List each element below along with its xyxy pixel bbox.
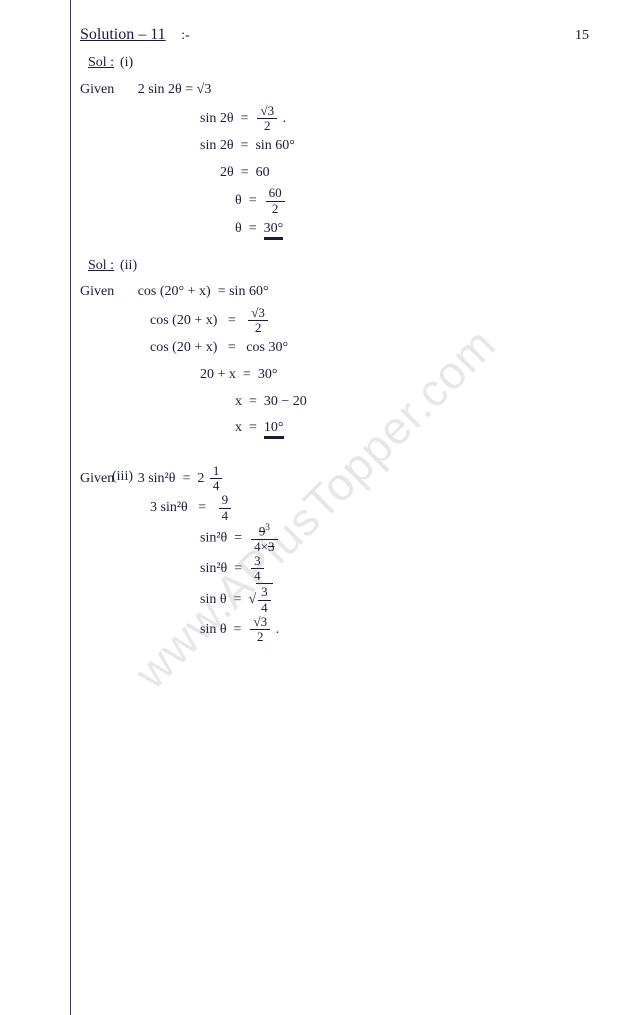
eq-iii-1-lhs: 3 sin²θ	[138, 471, 176, 486]
eq-iii-6-frac: √3 2	[250, 615, 270, 645]
eq-ii-6-rhs: 10°	[264, 420, 284, 437]
eq-i-2-lhs: sin 2θ	[200, 111, 234, 126]
eq-i-1: 2 sin 2θ = √3	[138, 82, 212, 97]
eq-iii-1: 3 sin²θ = 2 1 4	[138, 471, 225, 486]
eq-i-4-lhs: 2θ	[220, 165, 234, 180]
eq-i-3-lhs: sin 2θ	[200, 138, 234, 153]
eq-ii-1: cos (20° + x) = sin 60°	[138, 284, 269, 299]
eq-iii-5-sqrt: √ 3 4	[248, 583, 272, 615]
part-i-label: (i)	[120, 50, 133, 77]
eq-iii-5-num: 3	[258, 585, 271, 600]
eq-ii-5-rhs: 30 − 20	[264, 394, 307, 409]
eq-i-2-num: √3	[257, 104, 277, 119]
eq-iii-1-frac: 1 4	[210, 464, 223, 494]
eq-ii-6-lhs: x	[235, 420, 242, 435]
part-ii-label: (ii)	[120, 253, 137, 280]
eq-i-4: 2θ = 60	[220, 160, 599, 187]
eq-iii-2-den: 4	[219, 509, 232, 523]
part-i-sol: Sol :	[88, 55, 114, 70]
eq-ii-2-frac: √3 2	[248, 306, 268, 336]
eq-iii-3: sin²θ = 93 4×3	[200, 523, 599, 554]
given-word: Given	[80, 82, 114, 97]
solution-title-row: Solution – 11 :-	[80, 20, 599, 50]
eq-iii-3-den-a: 4	[254, 539, 261, 554]
eq-i-6: θ = 30°	[235, 216, 599, 243]
eq-ii-2: cos (20 + x) = √3 2	[150, 306, 599, 336]
solution-title: Solution – 11	[80, 26, 166, 43]
eq-i-2-den: 2	[257, 119, 277, 133]
eq-i-1-lhs: 2 sin 2θ	[138, 82, 182, 97]
eq-iii-6-lhs: sin θ	[200, 622, 227, 637]
eq-iii-4-den: 4	[251, 569, 264, 583]
eq-ii-2-num: √3	[248, 306, 268, 321]
eq-iii-3-den-b: 3	[268, 539, 275, 554]
eq-iii-1-num: 1	[210, 464, 223, 479]
eq-i-6-lhs: θ	[235, 221, 242, 236]
part-iii-given-row: (iii) Given 3 sin²θ = 2 1 4	[80, 464, 599, 494]
part-ii-header: (ii) Sol :	[80, 253, 599, 280]
part-ii-given-row: Given cos (20° + x) = sin 60°	[80, 279, 599, 306]
eq-iii-5-den: 4	[258, 601, 271, 615]
eq-ii-5-lhs: x	[235, 394, 242, 409]
eq-iii-1-whole: 2	[197, 471, 204, 486]
eq-ii-5: x = 30 − 20	[235, 389, 599, 416]
eq-i-2: sin 2θ = √3 2 .	[200, 104, 599, 134]
eq-iii-6-den: 2	[250, 630, 270, 644]
title-suffix: :-	[181, 28, 190, 43]
margin-rule	[70, 0, 71, 1015]
eq-iii-3-cancel-result: 3	[265, 522, 270, 532]
eq-iii-6: sin θ = √3 2 .	[200, 615, 599, 645]
eq-ii-6: x = 10°	[235, 415, 599, 442]
eq-ii-1-lhs: cos (20° + x)	[138, 284, 211, 299]
part-iii-label: (iii)	[112, 464, 133, 491]
eq-i-4-rhs: 60	[256, 165, 270, 180]
eq-ii-4: 20 + x = 30°	[200, 362, 599, 389]
eq-iii-4-lhs: sin²θ	[200, 561, 227, 576]
eq-iii-6-num: √3	[250, 615, 270, 630]
part-i-header: (i) Sol :	[80, 50, 599, 77]
part-i-given-row: Given 2 sin 2θ = √3	[80, 77, 599, 104]
eq-ii-4-rhs: 30°	[258, 367, 278, 382]
eq-i-5-den: 2	[266, 202, 285, 216]
eq-i-5: θ = 60 2	[235, 186, 599, 216]
eq-ii-2-den: 2	[248, 321, 268, 335]
eq-i-5-lhs: θ	[235, 193, 242, 208]
given-word-iii: Given	[80, 471, 114, 486]
eq-iii-4-frac: 3 4	[251, 554, 264, 584]
eq-i-2-frac: √3 2	[257, 104, 277, 134]
eq-iii-2-lhs: 3 sin²θ	[150, 500, 188, 515]
eq-iii-3-den: 4×3	[251, 540, 277, 554]
eq-iii-1-den: 4	[210, 479, 223, 493]
given-word-ii: Given	[80, 284, 114, 299]
eq-iii-5-frac: 3 4	[258, 585, 271, 615]
eq-ii-3-rhs: cos 30°	[246, 340, 288, 355]
eq-i-1-rhs: √3	[197, 82, 212, 97]
page-number: 15	[575, 28, 589, 44]
eq-iii-2: 3 sin²θ = 9 4	[150, 493, 599, 523]
eq-ii-4-lhs: 20 + x	[200, 367, 236, 382]
part-iii: (iii) Given 3 sin²θ = 2 1 4 3 sin²θ = 9 …	[80, 464, 599, 645]
part-ii-sol: Sol :	[88, 258, 114, 273]
eq-i-5-num: 60	[266, 186, 285, 201]
page: www.APlusTopper.com 15 Solution – 11 :- …	[0, 0, 629, 1015]
eq-iii-5: sin θ = √ 3 4	[200, 583, 599, 615]
eq-iii-2-frac: 9 4	[219, 493, 232, 523]
part-ii: (ii) Sol : Given cos (20° + x) = sin 60°…	[80, 253, 599, 442]
eq-i-3-rhs: sin 60°	[255, 138, 294, 153]
eq-iii-3-frac: 93 4×3	[251, 523, 277, 554]
eq-ii-2-lhs: cos (20 + x)	[150, 313, 217, 328]
eq-ii-3-lhs: cos (20 + x)	[150, 340, 217, 355]
eq-iii-3-lhs: sin²θ	[200, 531, 227, 546]
eq-iii-4: sin²θ = 3 4	[200, 554, 599, 584]
eq-i-3: sin 2θ = sin 60°	[200, 133, 599, 160]
eq-iii-4-num: 3	[251, 554, 264, 569]
eq-iii-5-lhs: sin θ	[200, 592, 227, 607]
eq-iii-3-num: 93	[251, 523, 277, 540]
eq-i-5-frac: 60 2	[266, 186, 285, 216]
part-i: (i) Sol : Given 2 sin 2θ = √3 sin 2θ = √…	[80, 50, 599, 242]
eq-iii-2-num: 9	[219, 493, 232, 508]
eq-ii-1-rhs: sin 60°	[229, 284, 268, 299]
eq-i-6-rhs: 30°	[264, 221, 284, 238]
eq-ii-3: cos (20 + x) = cos 30°	[150, 335, 599, 362]
